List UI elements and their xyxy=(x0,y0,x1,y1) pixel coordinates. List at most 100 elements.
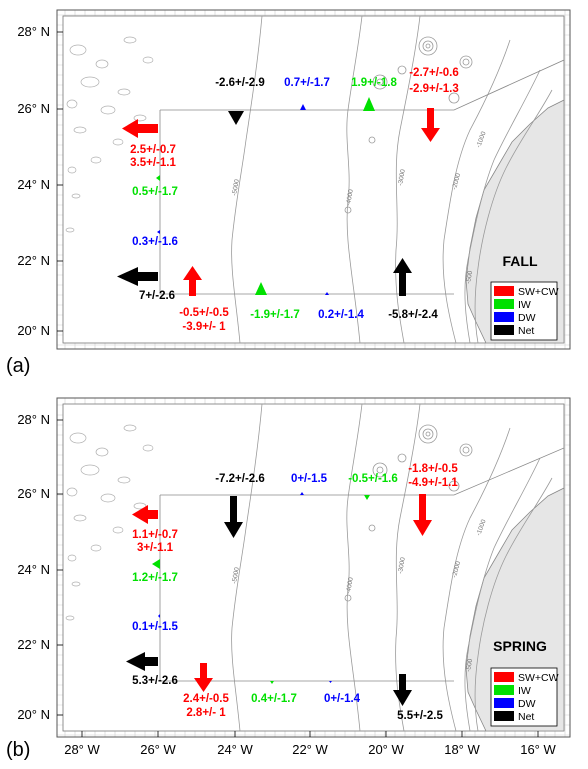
west-iw-arrow xyxy=(156,175,160,181)
contour-3000 xyxy=(395,404,421,731)
contour-label: -5000 xyxy=(231,178,241,196)
y-tick-label: 26° N xyxy=(17,486,50,501)
legend-swatch xyxy=(494,672,514,682)
south-sw-label-1: 2.4+/-0.5 xyxy=(183,693,229,705)
west-net-label: 5.3+/-2.6 xyxy=(132,675,178,687)
panel-b: 28° N 26° N 24° N 22° N 20° N 28° W 26° … xyxy=(6,397,571,761)
contour-2000 xyxy=(442,427,511,731)
y-tick-label: 20° N xyxy=(17,323,50,338)
legend-label: Net xyxy=(518,711,534,723)
south-iw-label: 0.4+/-1.7 xyxy=(251,693,297,705)
contour-label: -500 xyxy=(465,270,474,284)
west-iw-arrow xyxy=(152,559,160,569)
x-tick-label: 22° W xyxy=(292,742,328,757)
contour-3000 xyxy=(395,16,421,343)
contour-label: -500 xyxy=(465,658,474,672)
south-sw-label-2: -3.9+/- 1 xyxy=(182,321,226,333)
north-dw-label: 0+/-1.5 xyxy=(291,473,328,485)
north-net-arrow xyxy=(224,496,243,538)
south-net-arrow xyxy=(393,258,412,296)
contour-label: -3000 xyxy=(397,168,407,186)
x-ticks-b xyxy=(81,731,539,737)
contour-label: -4000 xyxy=(345,188,355,206)
seamounts xyxy=(344,36,473,214)
south-net-label: -5.8+/-2.4 xyxy=(388,309,438,321)
legend-b: SW+CW IW DW Net xyxy=(490,667,559,727)
west-sw-arrow xyxy=(122,119,158,138)
legend-a: SW+CW IW DW Net xyxy=(490,281,559,341)
west-dw-arrow xyxy=(158,614,160,618)
contour-2000 xyxy=(442,39,511,343)
contour-1000 xyxy=(464,457,541,731)
y-ticks-b xyxy=(57,419,63,716)
north-iw-arrow xyxy=(363,97,375,111)
west-net-label: 7+/-2.6 xyxy=(139,290,175,302)
south-sw-arrow xyxy=(183,266,202,296)
legend-label: IW xyxy=(518,685,531,697)
contour-label: -5000 xyxy=(231,566,241,584)
north-iw-label: -0.5+/-1.6 xyxy=(348,473,398,485)
south-dw-arrow xyxy=(329,681,332,683)
west-dw-label: 0.3+/-1.6 xyxy=(132,236,178,248)
x-tick-label: 26° W xyxy=(140,742,176,757)
ne-sw-arrow xyxy=(413,494,432,536)
legend-swatch xyxy=(494,685,514,695)
west-iw-label: 0.5+/-1.7 xyxy=(132,186,178,198)
contour-4000 xyxy=(346,16,363,343)
south-net-label: 5.5+/-2.5 xyxy=(397,710,443,722)
x-tick-label: 24° W xyxy=(217,742,253,757)
contour-label: -2000 xyxy=(451,172,462,190)
north-dw-label: 0.7+/-1.7 xyxy=(284,77,330,89)
north-net-label: -2.6+/-2.9 xyxy=(215,77,265,89)
west-net-arrow xyxy=(126,652,158,671)
west-dw-label: 0.1+/-1.5 xyxy=(132,621,178,633)
south-iw-arrow xyxy=(255,282,267,295)
ne-sw-label-1: -2.7+/-0.6 xyxy=(409,67,459,79)
legend-swatch xyxy=(494,711,514,721)
x-tick-label: 18° W xyxy=(444,742,480,757)
y-tick-label: 22° N xyxy=(17,253,50,268)
island-contours xyxy=(65,36,154,233)
contour-5000 xyxy=(231,16,263,343)
y-tick-label: 26° N xyxy=(17,101,50,116)
panel-a: 28° N 26° N 24° N 22° N 20° N (a) -5000 … xyxy=(6,9,571,377)
x-tick-label: 16° W xyxy=(520,742,556,757)
west-net-arrow xyxy=(117,267,158,286)
south-dw-arrow xyxy=(325,292,329,295)
north-net-arrow xyxy=(228,111,244,125)
contour-label: -2000 xyxy=(451,560,462,578)
legend-label: SW+CW xyxy=(518,672,559,684)
west-iw-label: 1.2+/-1.7 xyxy=(132,572,178,584)
contour-500 xyxy=(474,477,553,731)
legend-label: DW xyxy=(518,312,536,324)
legend-swatch xyxy=(494,325,514,335)
ne-sw-arrow xyxy=(421,108,440,142)
ne-sw-label-2: -2.9+/-1.3 xyxy=(409,83,459,95)
contour-500 xyxy=(474,89,553,343)
west-sw-label-2: 3.5+/-1.1 xyxy=(130,157,176,169)
south-sw-label-2: 2.8+/- 1 xyxy=(186,707,226,719)
panel-label: (a) xyxy=(6,355,30,377)
north-dw-arrow xyxy=(300,104,306,110)
south-iw-label: -1.9+/-1.7 xyxy=(250,309,300,321)
north-iw-label: 1.9+/-1.8 xyxy=(351,77,397,89)
north-net-label: -7.2+/-2.6 xyxy=(215,473,265,485)
section-box xyxy=(159,59,564,295)
west-dw-arrow xyxy=(157,230,160,234)
contour-labels-a: -5000 -4000 -3000 -2000 -1000 -500 xyxy=(231,130,488,284)
north-iw-arrow xyxy=(364,495,370,500)
contour-4000 xyxy=(346,404,363,731)
y-tick-label: 28° N xyxy=(17,412,50,427)
legend-swatch xyxy=(494,698,514,708)
panel-label: (b) xyxy=(6,739,30,761)
contour-1000 xyxy=(464,69,541,343)
south-dw-label: 0+/-1.4 xyxy=(324,693,361,705)
legend-swatch xyxy=(494,312,514,322)
contour-label: -3000 xyxy=(397,556,407,574)
south-net-arrow xyxy=(393,674,412,706)
x-tick-label: 28° W xyxy=(64,742,100,757)
ne-sw-label-1: -1.8+/-0.5 xyxy=(408,463,458,475)
island-contours xyxy=(65,424,154,621)
contour-5000 xyxy=(231,404,263,731)
